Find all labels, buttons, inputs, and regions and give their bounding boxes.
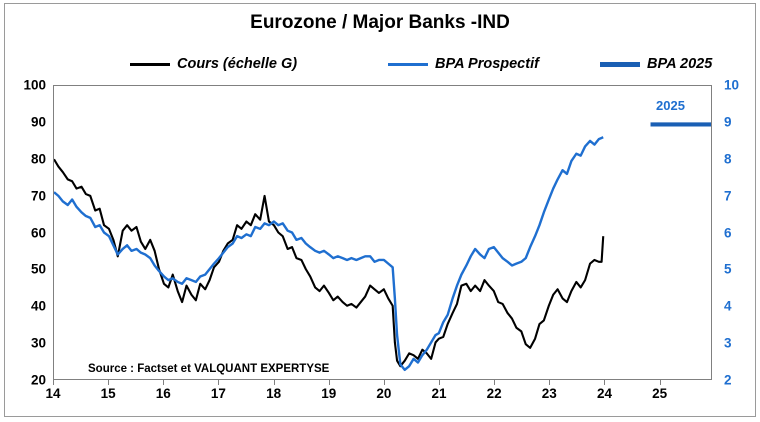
y-left-tick-label: 40 — [30, 298, 46, 314]
x-tick-mark — [383, 380, 385, 385]
y-right-tick-label: 2 — [724, 372, 732, 388]
x-tick-label: 16 — [155, 386, 171, 401]
y-left-tick-label: 20 — [30, 372, 46, 388]
x-tick-mark — [494, 380, 496, 385]
x-tick-label: 24 — [596, 386, 612, 401]
x-tick-label: 14 — [45, 386, 61, 401]
legend-item-0: Cours (échelle G) — [130, 52, 297, 76]
y-left-tick-label: 60 — [30, 225, 46, 240]
plot-area — [53, 85, 712, 380]
x-tick-mark — [163, 380, 165, 385]
y-left-tick-label: 50 — [30, 261, 46, 277]
y-right-tick-label: 10 — [724, 77, 740, 93]
x-tick-mark — [108, 380, 110, 385]
y-right-tick-label: 6 — [724, 225, 732, 240]
y-left-tick-label: 90 — [30, 114, 46, 130]
x-tick-label: 19 — [321, 386, 337, 401]
forecast-year-annotation: 2025 — [656, 98, 685, 113]
legend-label: BPA Prospectif — [435, 56, 539, 72]
x-tick-mark — [439, 380, 441, 385]
x-tick-label: 25 — [652, 386, 668, 401]
y-right-tick-label: 5 — [724, 261, 732, 277]
x-tick-mark — [659, 380, 661, 385]
source-note: Source : Factset et VALQUANT EXPERTYSE — [88, 363, 330, 375]
x-tick-label: 15 — [100, 386, 116, 401]
page-title: Eurozone / Major Banks -IND — [250, 12, 510, 33]
series-line-1 — [54, 137, 603, 370]
y-right-tick-label: 7 — [724, 188, 732, 204]
x-tick-label: 22 — [486, 386, 502, 401]
y-left-tick-label: 100 — [23, 77, 46, 93]
legend-item-1: BPA Prospectif — [388, 52, 539, 76]
y-left-tick-label: 30 — [30, 335, 46, 351]
x-tick-mark — [273, 380, 275, 385]
y-left-tick-label: 70 — [30, 188, 46, 204]
legend-label: Cours (échelle G) — [177, 56, 298, 72]
x-tick-label: 17 — [210, 386, 226, 401]
x-axis-ticks — [53, 380, 712, 386]
legend-swatch-icon — [130, 62, 170, 66]
legend-label: BPA 2025 — [647, 56, 713, 72]
x-axis-labels: 14 15 16 17 18 19 20 21 22 23 24 25 — [45, 384, 712, 410]
y-right-tick-label: 8 — [724, 151, 732, 167]
x-tick-mark — [53, 380, 54, 385]
x-tick-mark — [218, 380, 220, 385]
legend-swatch-icon — [388, 62, 428, 66]
x-tick-mark — [549, 380, 551, 385]
x-tick-mark — [328, 380, 330, 385]
legend-item-2: BPA 2025 — [600, 52, 712, 76]
y-right-tick-label: 4 — [724, 298, 732, 314]
y-right-tick-label: 3 — [724, 335, 732, 351]
x-tick-label: 20 — [376, 386, 392, 401]
y-axis-left: 20 30 40 50 60 70 80 90 100 — [5, 78, 49, 388]
plot-lines — [54, 86, 711, 379]
x-tick-label: 18 — [266, 386, 282, 401]
legend-swatch-icon — [600, 61, 640, 67]
x-tick-label: 23 — [541, 386, 557, 401]
chart-legend: Cours (échelle G) BPA Prospectif BPA 2025 — [0, 52, 760, 76]
y-right-tick-label: 9 — [724, 114, 732, 130]
x-tick-mark — [604, 380, 606, 385]
series-line-0 — [54, 159, 603, 366]
y-left-tick-label: 80 — [30, 151, 46, 167]
x-tick-label: 21 — [431, 386, 447, 401]
y-axis-right: 2 3 4 5 6 7 8 9 10 — [722, 78, 756, 388]
